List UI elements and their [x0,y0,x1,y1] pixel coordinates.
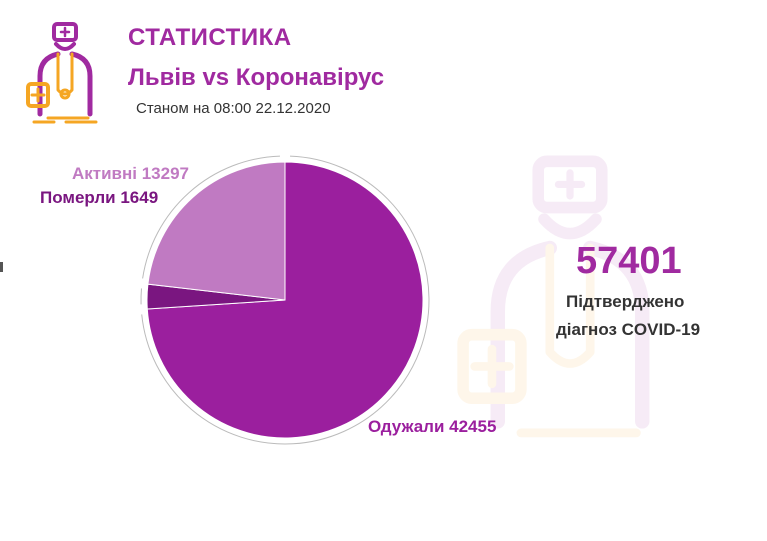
pie-slice-2 [147,161,286,301]
bottom-area [0,470,767,541]
data-label-1: Померли 1649 [40,188,158,207]
confirmed-label: Підтверджено [566,292,685,311]
confirmed-total: 57401 [576,240,682,282]
leader-line-0 [141,155,430,445]
data-label-0: Одужали 42455 [368,417,496,436]
edge-mark [0,262,3,272]
data-label-2: Активні 13297 [72,164,189,183]
pie-chart: Одужали 42455 Померли 1649 Активні 13297 [40,155,496,445]
confirmed-label-2: діагноз COVID-19 [556,320,701,339]
doctor-icon [457,155,650,438]
as-of-date: Станом на 08:00 22.12.2020 [136,100,331,117]
leader-line-2 [142,155,280,279]
doctor-icon [26,22,98,124]
page-title: СТАТИСТИКА [128,24,292,51]
page-subtitle: Львів vs Коронавірус [128,64,385,91]
